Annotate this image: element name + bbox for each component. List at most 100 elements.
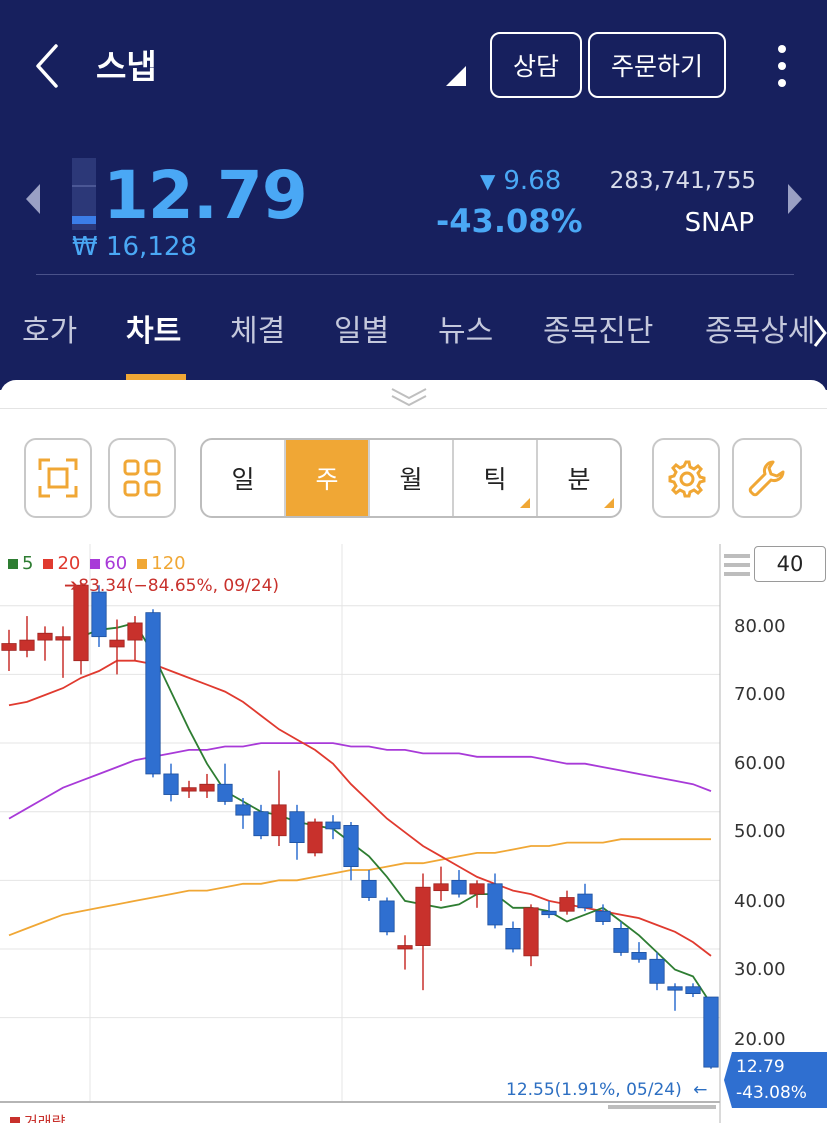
- candle: [127, 616, 143, 661]
- chart-settings-button[interactable]: [652, 438, 720, 518]
- consult-button[interactable]: 상담: [490, 32, 582, 98]
- candle-body: [19, 639, 35, 651]
- chart-tools-button[interactable]: [732, 438, 802, 518]
- candle: [379, 897, 395, 936]
- tab-trades[interactable]: 체결: [230, 314, 286, 349]
- detail-tabs: 호가 차트 체결 일별 뉴스 종목진단 종목상세: [0, 306, 827, 380]
- candle-body: [271, 804, 287, 837]
- low-price-text: 12.55(1.91%, 05/24): [506, 1080, 682, 1100]
- period-tick[interactable]: 틱: [454, 440, 538, 516]
- candle-body: [649, 958, 665, 984]
- candle: [91, 585, 107, 647]
- price-chart[interactable]: [0, 544, 827, 1123]
- low-price-annotation: 12.55(1.91%, 05/24) ←: [506, 1080, 707, 1100]
- candle: [631, 942, 647, 963]
- price-krw: ₩ 16,128: [72, 232, 197, 262]
- candle: [415, 873, 431, 991]
- candle: [55, 626, 71, 678]
- ma5-line: [80, 621, 712, 1005]
- legend-swatch: [8, 559, 18, 569]
- candle-count-input[interactable]: 40: [754, 546, 826, 582]
- candle: [523, 904, 539, 967]
- prev-stock-arrow-icon[interactable]: [22, 182, 44, 216]
- left-arrow-icon: ←: [693, 1080, 708, 1100]
- candle: [217, 763, 233, 805]
- period-tick-label: 틱: [483, 465, 507, 494]
- candle-body: [199, 783, 215, 792]
- candle: [667, 983, 683, 1011]
- period-minute[interactable]: 분: [538, 440, 620, 516]
- candle: [577, 883, 593, 912]
- candle-body: [577, 893, 593, 909]
- high-price-text: 83.34(−84.65%, 09/24): [78, 576, 280, 596]
- candlesticks: [1, 582, 719, 1069]
- candle-body: [109, 639, 125, 648]
- y-tick-label: 30.00: [734, 959, 786, 980]
- moving-average-lines: [8, 621, 712, 1005]
- down-triangle-icon: ▼: [480, 169, 496, 193]
- y-tick-label: 50.00: [734, 821, 786, 842]
- candle-body: [1, 643, 17, 651]
- tab-diagnosis[interactable]: 종목진단: [543, 314, 654, 349]
- ticker-symbol: SNAP: [684, 208, 754, 238]
- back-arrow-icon[interactable]: [28, 40, 68, 92]
- more-menu-icon[interactable]: [766, 40, 798, 92]
- high-price-annotation: ➔83.34(−84.65%, 09/24): [64, 576, 279, 596]
- candle-body: [379, 900, 395, 933]
- candle: [343, 822, 359, 881]
- tabs-scroll-right-icon[interactable]: [812, 316, 827, 350]
- candle: [325, 815, 341, 840]
- candle: [451, 870, 467, 898]
- change-percent: -43.08%: [436, 202, 583, 240]
- tab-order-book[interactable]: 호가: [22, 314, 78, 349]
- ma120-line: [8, 838, 711, 937]
- y-tick-label: 20.00: [734, 1029, 786, 1050]
- candle: [73, 582, 89, 675]
- candle: [613, 921, 629, 956]
- candle-body: [127, 622, 143, 641]
- candle-body: [37, 632, 53, 641]
- candle-body: [667, 986, 683, 991]
- next-stock-arrow-icon[interactable]: [784, 182, 806, 216]
- collapse-chevron-icon[interactable]: [390, 386, 428, 408]
- candle-body: [631, 952, 647, 960]
- ma20-line: [8, 659, 712, 957]
- candle-body: [163, 773, 179, 795]
- legend-ma5: 5: [8, 553, 33, 574]
- panel-divider: [0, 408, 827, 409]
- candle: [289, 804, 305, 860]
- ma60-line: [8, 742, 712, 820]
- active-tab-indicator: [126, 374, 186, 380]
- price-change: ▼ 9.68: [480, 166, 561, 196]
- candle: [541, 900, 557, 919]
- chart-grid: [0, 544, 720, 1102]
- order-button[interactable]: 주문하기: [588, 32, 726, 98]
- tab-daily[interactable]: 일별: [334, 314, 390, 349]
- volume-pane-label: 거래량: [10, 1111, 65, 1123]
- fullscreen-button[interactable]: [24, 438, 92, 518]
- candle-body: [559, 897, 575, 912]
- grid-layout-icon: [123, 459, 161, 497]
- period-week[interactable]: 주: [286, 440, 370, 516]
- y-tick-label: 70.00: [734, 684, 786, 705]
- period-week-label: 주: [315, 465, 339, 494]
- candle-body: [253, 811, 269, 837]
- stock-header: [0, 0, 827, 390]
- tab-chart[interactable]: 차트: [126, 314, 182, 349]
- stock-select-caret-icon[interactable]: [444, 66, 466, 86]
- candle: [307, 818, 323, 857]
- period-month[interactable]: 월: [370, 440, 454, 516]
- y-tick-label: 60.00: [734, 753, 786, 774]
- legend-ma20: 20: [43, 553, 80, 574]
- candle-body: [325, 821, 341, 830]
- current-price: 12.79: [103, 157, 308, 234]
- multi-chart-button[interactable]: [108, 438, 176, 518]
- tab-details[interactable]: 종목상세: [705, 314, 816, 349]
- chart-menu-icon[interactable]: [724, 552, 750, 578]
- tab-news[interactable]: 뉴스: [438, 314, 494, 349]
- candle: [469, 880, 485, 908]
- dropdown-corner-icon: [604, 498, 614, 508]
- candle: [253, 804, 269, 840]
- stock-name[interactable]: 스냅: [96, 47, 157, 86]
- period-day[interactable]: 일: [202, 440, 286, 516]
